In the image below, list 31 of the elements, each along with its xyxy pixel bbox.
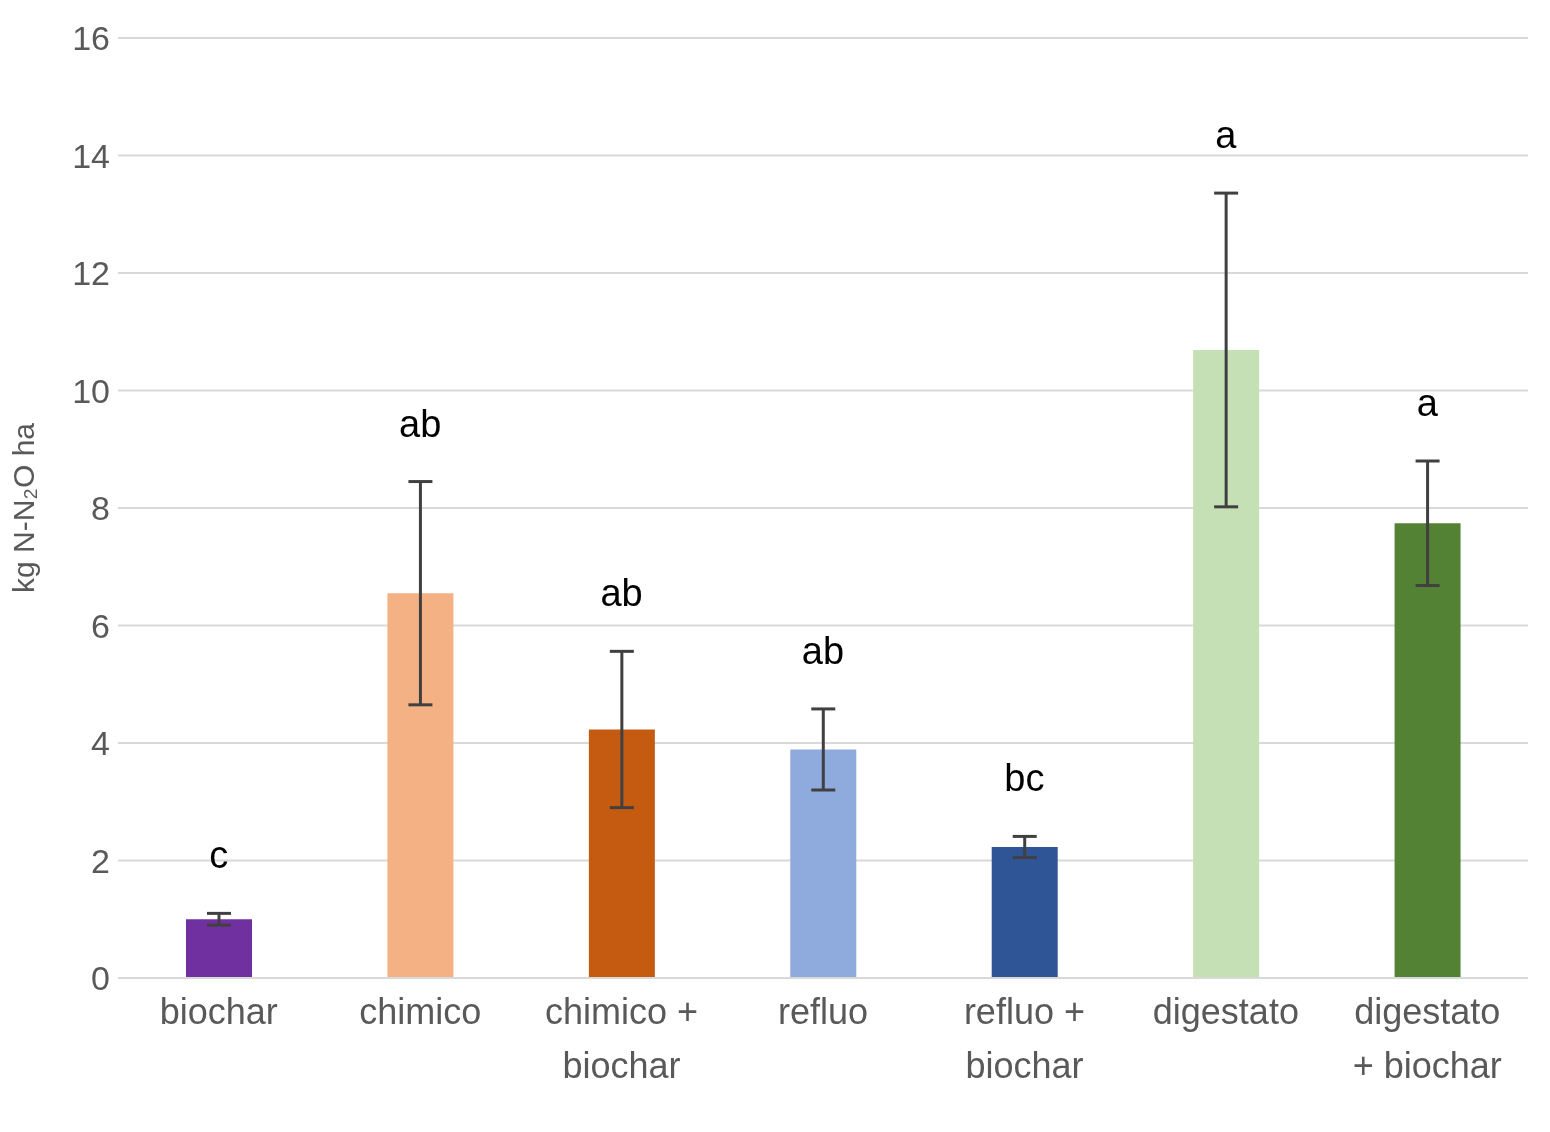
y-tick-label: 2 bbox=[91, 841, 110, 880]
x-tick-label: chimico bbox=[359, 991, 482, 1032]
x-tick-label: refluo bbox=[777, 991, 869, 1032]
annotation: ab bbox=[600, 572, 643, 615]
bar bbox=[991, 846, 1058, 978]
y-tick-label: 16 bbox=[72, 19, 110, 58]
y-tick-label: 12 bbox=[72, 254, 110, 293]
bar bbox=[790, 749, 857, 978]
annotation: a bbox=[1215, 114, 1238, 157]
y-tick-label: 10 bbox=[72, 371, 110, 410]
bar bbox=[1193, 349, 1260, 978]
bar bbox=[588, 729, 655, 978]
annotation: bc bbox=[1004, 757, 1045, 800]
bar bbox=[387, 593, 454, 978]
annotation: c bbox=[209, 834, 229, 877]
x-tick-label: biochar bbox=[159, 991, 278, 1032]
annotation: a bbox=[1416, 382, 1439, 424]
y-tick-label: 0 bbox=[91, 959, 110, 998]
annotation: ab bbox=[801, 629, 845, 672]
x-tick-label: digestato + biochar bbox=[1352, 991, 1502, 1086]
x-tick-label: refluo + biochar bbox=[963, 991, 1085, 1086]
annotation: ab bbox=[399, 402, 442, 445]
y-tick-label: 4 bbox=[91, 724, 110, 763]
x-tick-label: chimico + biochar bbox=[545, 991, 699, 1086]
y-tick-label: 6 bbox=[91, 606, 110, 645]
x-tick-label: digestato bbox=[1152, 991, 1299, 1032]
y-tick-label: 14 bbox=[72, 136, 110, 175]
y-tick-label: 8 bbox=[91, 489, 110, 528]
bar bbox=[186, 919, 252, 978]
y-axis-title: kg N-N₂O ha bbox=[6, 422, 40, 594]
bar bbox=[1394, 523, 1461, 978]
